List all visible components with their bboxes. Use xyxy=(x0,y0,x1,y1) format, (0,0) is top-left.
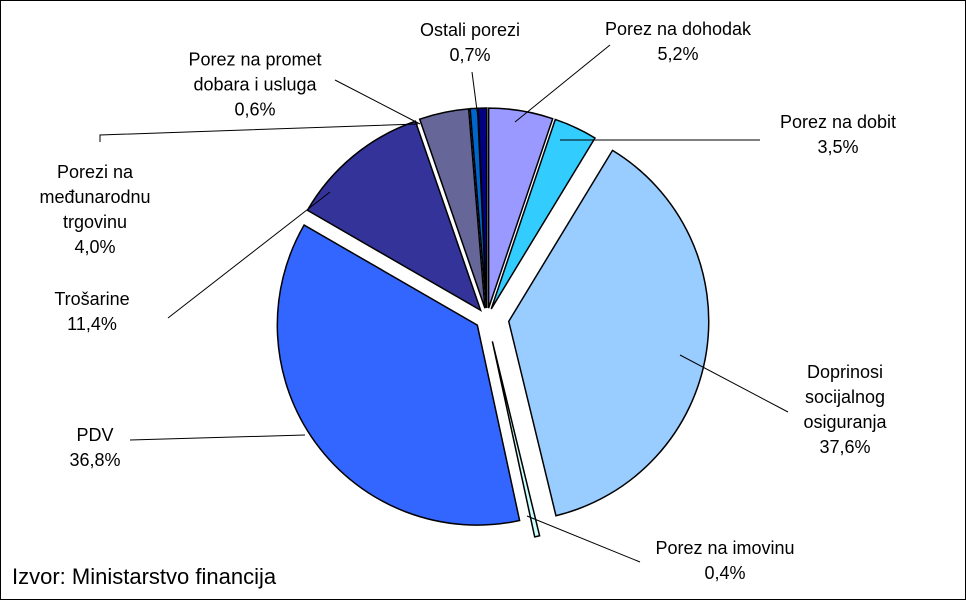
pie-slice xyxy=(487,107,554,309)
slice-value: 4,0% xyxy=(74,237,116,257)
leader-line xyxy=(514,44,611,123)
slice-name: Ostali porezi xyxy=(419,20,521,40)
leader-line xyxy=(129,434,306,441)
slice-value: 11,4% xyxy=(67,314,117,334)
leader-line xyxy=(679,354,789,413)
slice-name: Porez na dohodak xyxy=(604,19,752,39)
pie-slice xyxy=(507,149,710,517)
pie-slice xyxy=(490,118,597,310)
pie-slice xyxy=(276,224,521,526)
leader-line xyxy=(334,79,421,125)
slice-value: 0,6% xyxy=(234,99,276,120)
slice-value: 0,4% xyxy=(704,563,746,583)
pie-slice xyxy=(491,341,541,538)
slice-label: Porezi na međunarodnu trgovinu 4,0% xyxy=(30,160,160,260)
source: Izvor: Ministarstvo financija xyxy=(12,564,277,589)
slice-value: 0,7% xyxy=(449,45,491,65)
leader-line xyxy=(471,71,479,119)
slice-name: PDV xyxy=(76,425,114,445)
pie-slice xyxy=(477,107,488,309)
slice-name: Doprinosi socijalnog osiguranja xyxy=(803,362,887,432)
leader-line xyxy=(99,123,419,142)
leader-line xyxy=(526,515,641,563)
slice-name: Porezi na međunarodnu trgovinu xyxy=(39,162,151,232)
slice-name: Porez na promet dobara i usluga xyxy=(188,49,322,95)
leader-line xyxy=(167,191,331,319)
slice-label: Ostali porezi 0,7% xyxy=(405,18,535,68)
slice-label: Porez na promet dobara i usluga 0,6% xyxy=(160,48,350,123)
slice-name: Trošarine xyxy=(54,289,130,309)
slice-name: Porez na imovinu xyxy=(655,538,795,558)
slice-value: 3,5% xyxy=(817,137,859,157)
slice-label: Porez na imovinu 0,4% xyxy=(625,536,825,586)
slice-label: PDV 36,8% xyxy=(65,423,125,473)
pie-slice xyxy=(418,108,486,309)
slice-label: Trošarine 11,4% xyxy=(42,287,142,337)
slice-label: Porez na dobit 3,5% xyxy=(758,110,918,160)
slice-label: Doprinosi socijalnog osiguranja 37,6% xyxy=(790,360,900,460)
slice-name: Porez na dobit xyxy=(779,112,897,132)
slice-label: Porez na dohodak 5,2% xyxy=(578,17,778,67)
slice-value: 5,2% xyxy=(657,44,699,64)
slice-value: 37,6% xyxy=(819,437,871,457)
slice-value: 36,8% xyxy=(69,450,121,470)
